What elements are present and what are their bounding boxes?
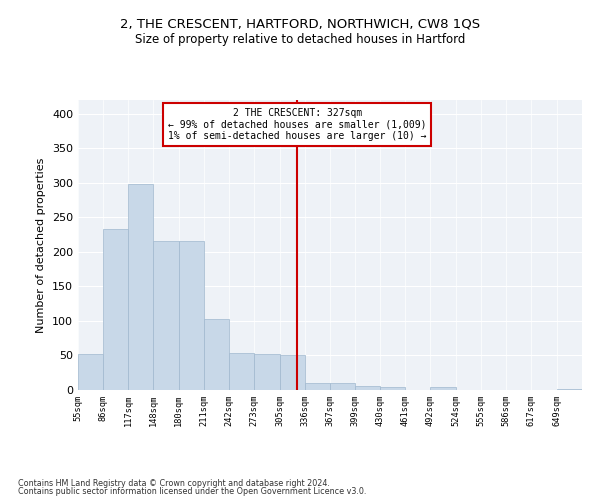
- Bar: [380, 386, 406, 390]
- Bar: [153, 241, 179, 390]
- Bar: [329, 383, 355, 390]
- Bar: [305, 383, 329, 390]
- Text: Size of property relative to detached houses in Hartford: Size of property relative to detached ho…: [135, 32, 465, 46]
- Y-axis label: Number of detached properties: Number of detached properties: [37, 158, 46, 332]
- Bar: [78, 354, 103, 390]
- Text: 2, THE CRESCENT, HARTFORD, NORTHWICH, CW8 1QS: 2, THE CRESCENT, HARTFORD, NORTHWICH, CW…: [120, 18, 480, 30]
- Text: Contains HM Land Registry data © Crown copyright and database right 2024.: Contains HM Land Registry data © Crown c…: [18, 478, 330, 488]
- Bar: [103, 229, 128, 390]
- Bar: [179, 241, 204, 390]
- Bar: [280, 356, 305, 390]
- Bar: [557, 388, 582, 390]
- Text: 2 THE CRESCENT: 327sqm
← 99% of detached houses are smaller (1,009)
1% of semi-d: 2 THE CRESCENT: 327sqm ← 99% of detached…: [168, 108, 427, 142]
- Bar: [128, 184, 153, 390]
- Bar: [204, 319, 229, 390]
- Text: Contains public sector information licensed under the Open Government Licence v3: Contains public sector information licen…: [18, 487, 367, 496]
- Bar: [229, 354, 254, 390]
- Bar: [430, 387, 456, 390]
- Bar: [254, 354, 280, 390]
- Bar: [355, 386, 380, 390]
